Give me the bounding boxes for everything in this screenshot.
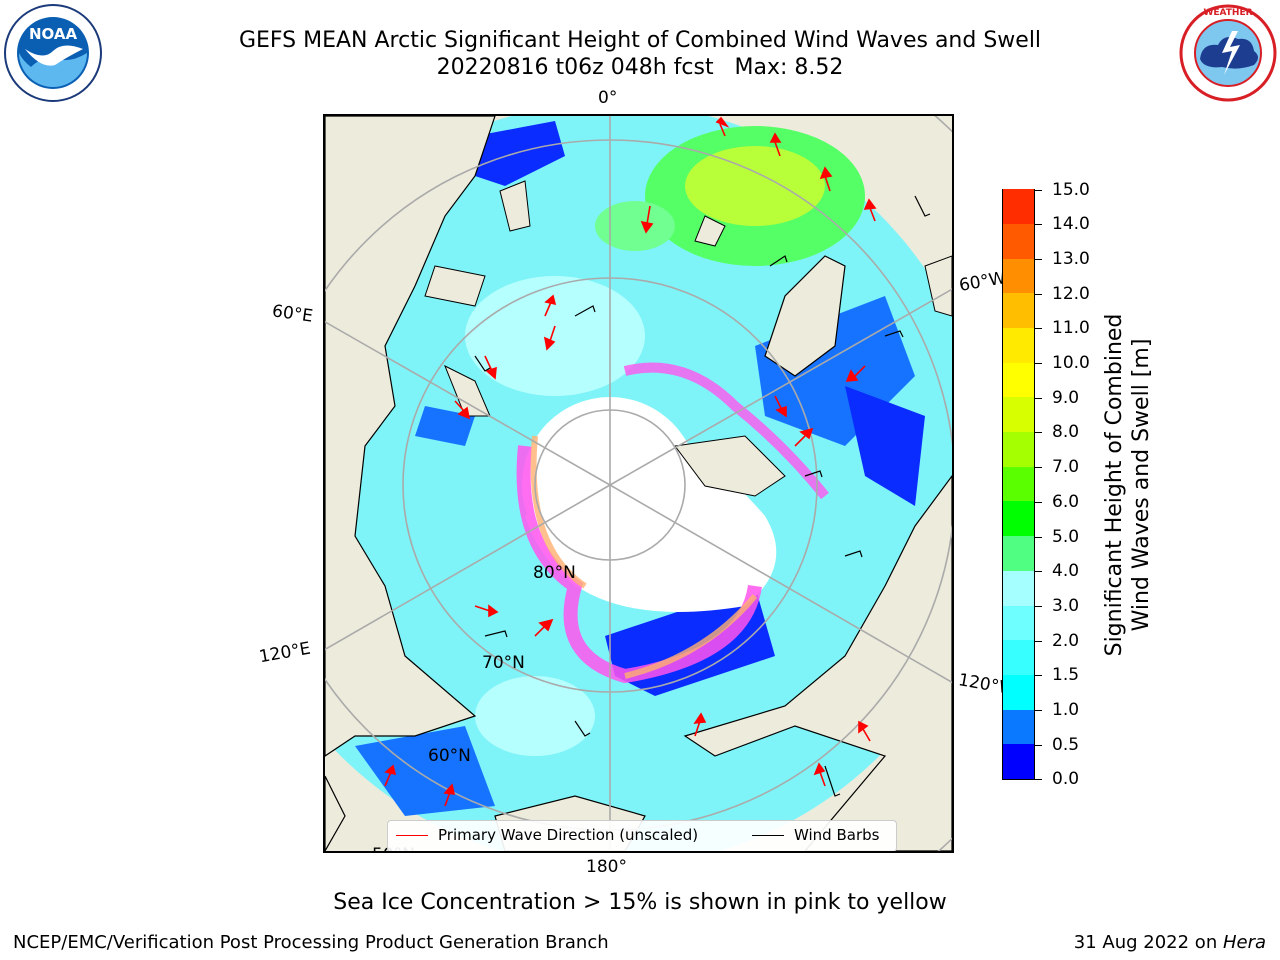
land-scandinavia-island (499, 180, 531, 232)
land-eurasia-west (325, 116, 496, 757)
legend-barb-line (752, 835, 784, 836)
cbar-tick-label: 5.0 (1052, 527, 1080, 547)
land-north-america (683, 474, 952, 851)
land-greenland (764, 255, 846, 377)
polar-map: 80°N 70°N 60°N 50°N Primary Wave Directi… (323, 114, 954, 853)
legend-barb-label: Wind Barbs (794, 826, 880, 844)
noaa-logo: NOAA (3, 3, 103, 103)
footer-date: 31 Aug 2022 on Hera (1073, 932, 1266, 953)
legend-wave-line (396, 835, 428, 836)
cbar-tick-label: 6.0 (1052, 492, 1080, 512)
cbar-tick-label: 7.0 (1052, 457, 1080, 477)
cbar-tick-label: 0.5 (1052, 735, 1080, 755)
chart-title: GEFS MEAN Arctic Significant Height of C… (238, 28, 1042, 53)
cbar-tick-label: 14.0 (1052, 214, 1090, 234)
cbar-tick-label: 11.0 (1052, 318, 1090, 338)
nws-logo: WEATHER (1178, 3, 1278, 103)
sea-ice-caption: Sea Ice Concentration > 15% is shown in … (333, 890, 947, 915)
lon-label-60e: 60°E (270, 301, 315, 327)
cbar-tick-label: 12.0 (1052, 284, 1090, 304)
map-canvas (325, 116, 952, 851)
cbar-tick-label: 3.0 (1052, 596, 1080, 616)
svg-text:WEATHER: WEATHER (1203, 8, 1252, 18)
cbar-tick-label: 1.0 (1052, 700, 1080, 720)
cbar-tick-label: 4.0 (1052, 561, 1080, 581)
footer-credit: NCEP/EMC/Verification Post Processing Pr… (13, 932, 609, 953)
svg-text:NOAA: NOAA (29, 25, 78, 43)
cbar-tick-label: 13.0 (1052, 249, 1090, 269)
cbar-tick-label: 0.0 (1052, 769, 1080, 789)
cbar-tick-label: 2.0 (1052, 631, 1080, 651)
cbar-tick-label: 8.0 (1052, 422, 1080, 442)
wave-direction-arrows (384, 116, 877, 807)
cbar-tick-label: 15.0 (1052, 180, 1090, 200)
cbar-tick-label: 9.0 (1052, 388, 1080, 408)
cbar-tick-label: 10.0 (1052, 353, 1090, 373)
map-legend: Primary Wave Direction (unscaled) Wind B… (387, 820, 897, 851)
lon-label-180: 180° (586, 857, 627, 877)
lon-label-0: 0° (598, 88, 618, 108)
lat-label-60n: 60°N (428, 746, 471, 766)
lon-label-60w: 60°W (957, 268, 1008, 296)
lat-label-70n: 70°N (482, 653, 525, 673)
legend-wave-label: Primary Wave Direction (unscaled) (438, 826, 699, 844)
colorbar (1002, 189, 1035, 780)
chart-subtitle: 20220816 t06z 048h fcst Max: 8.52 (436, 55, 844, 80)
lon-label-120e: 120°E (257, 638, 313, 668)
wind-barbs (474, 195, 931, 797)
cbar-tick-label: 1.5 (1052, 665, 1080, 685)
colorbar-label: Significant Height of Combined Wind Wave… (1102, 313, 1154, 657)
lat-label-80n: 80°N (533, 563, 576, 583)
